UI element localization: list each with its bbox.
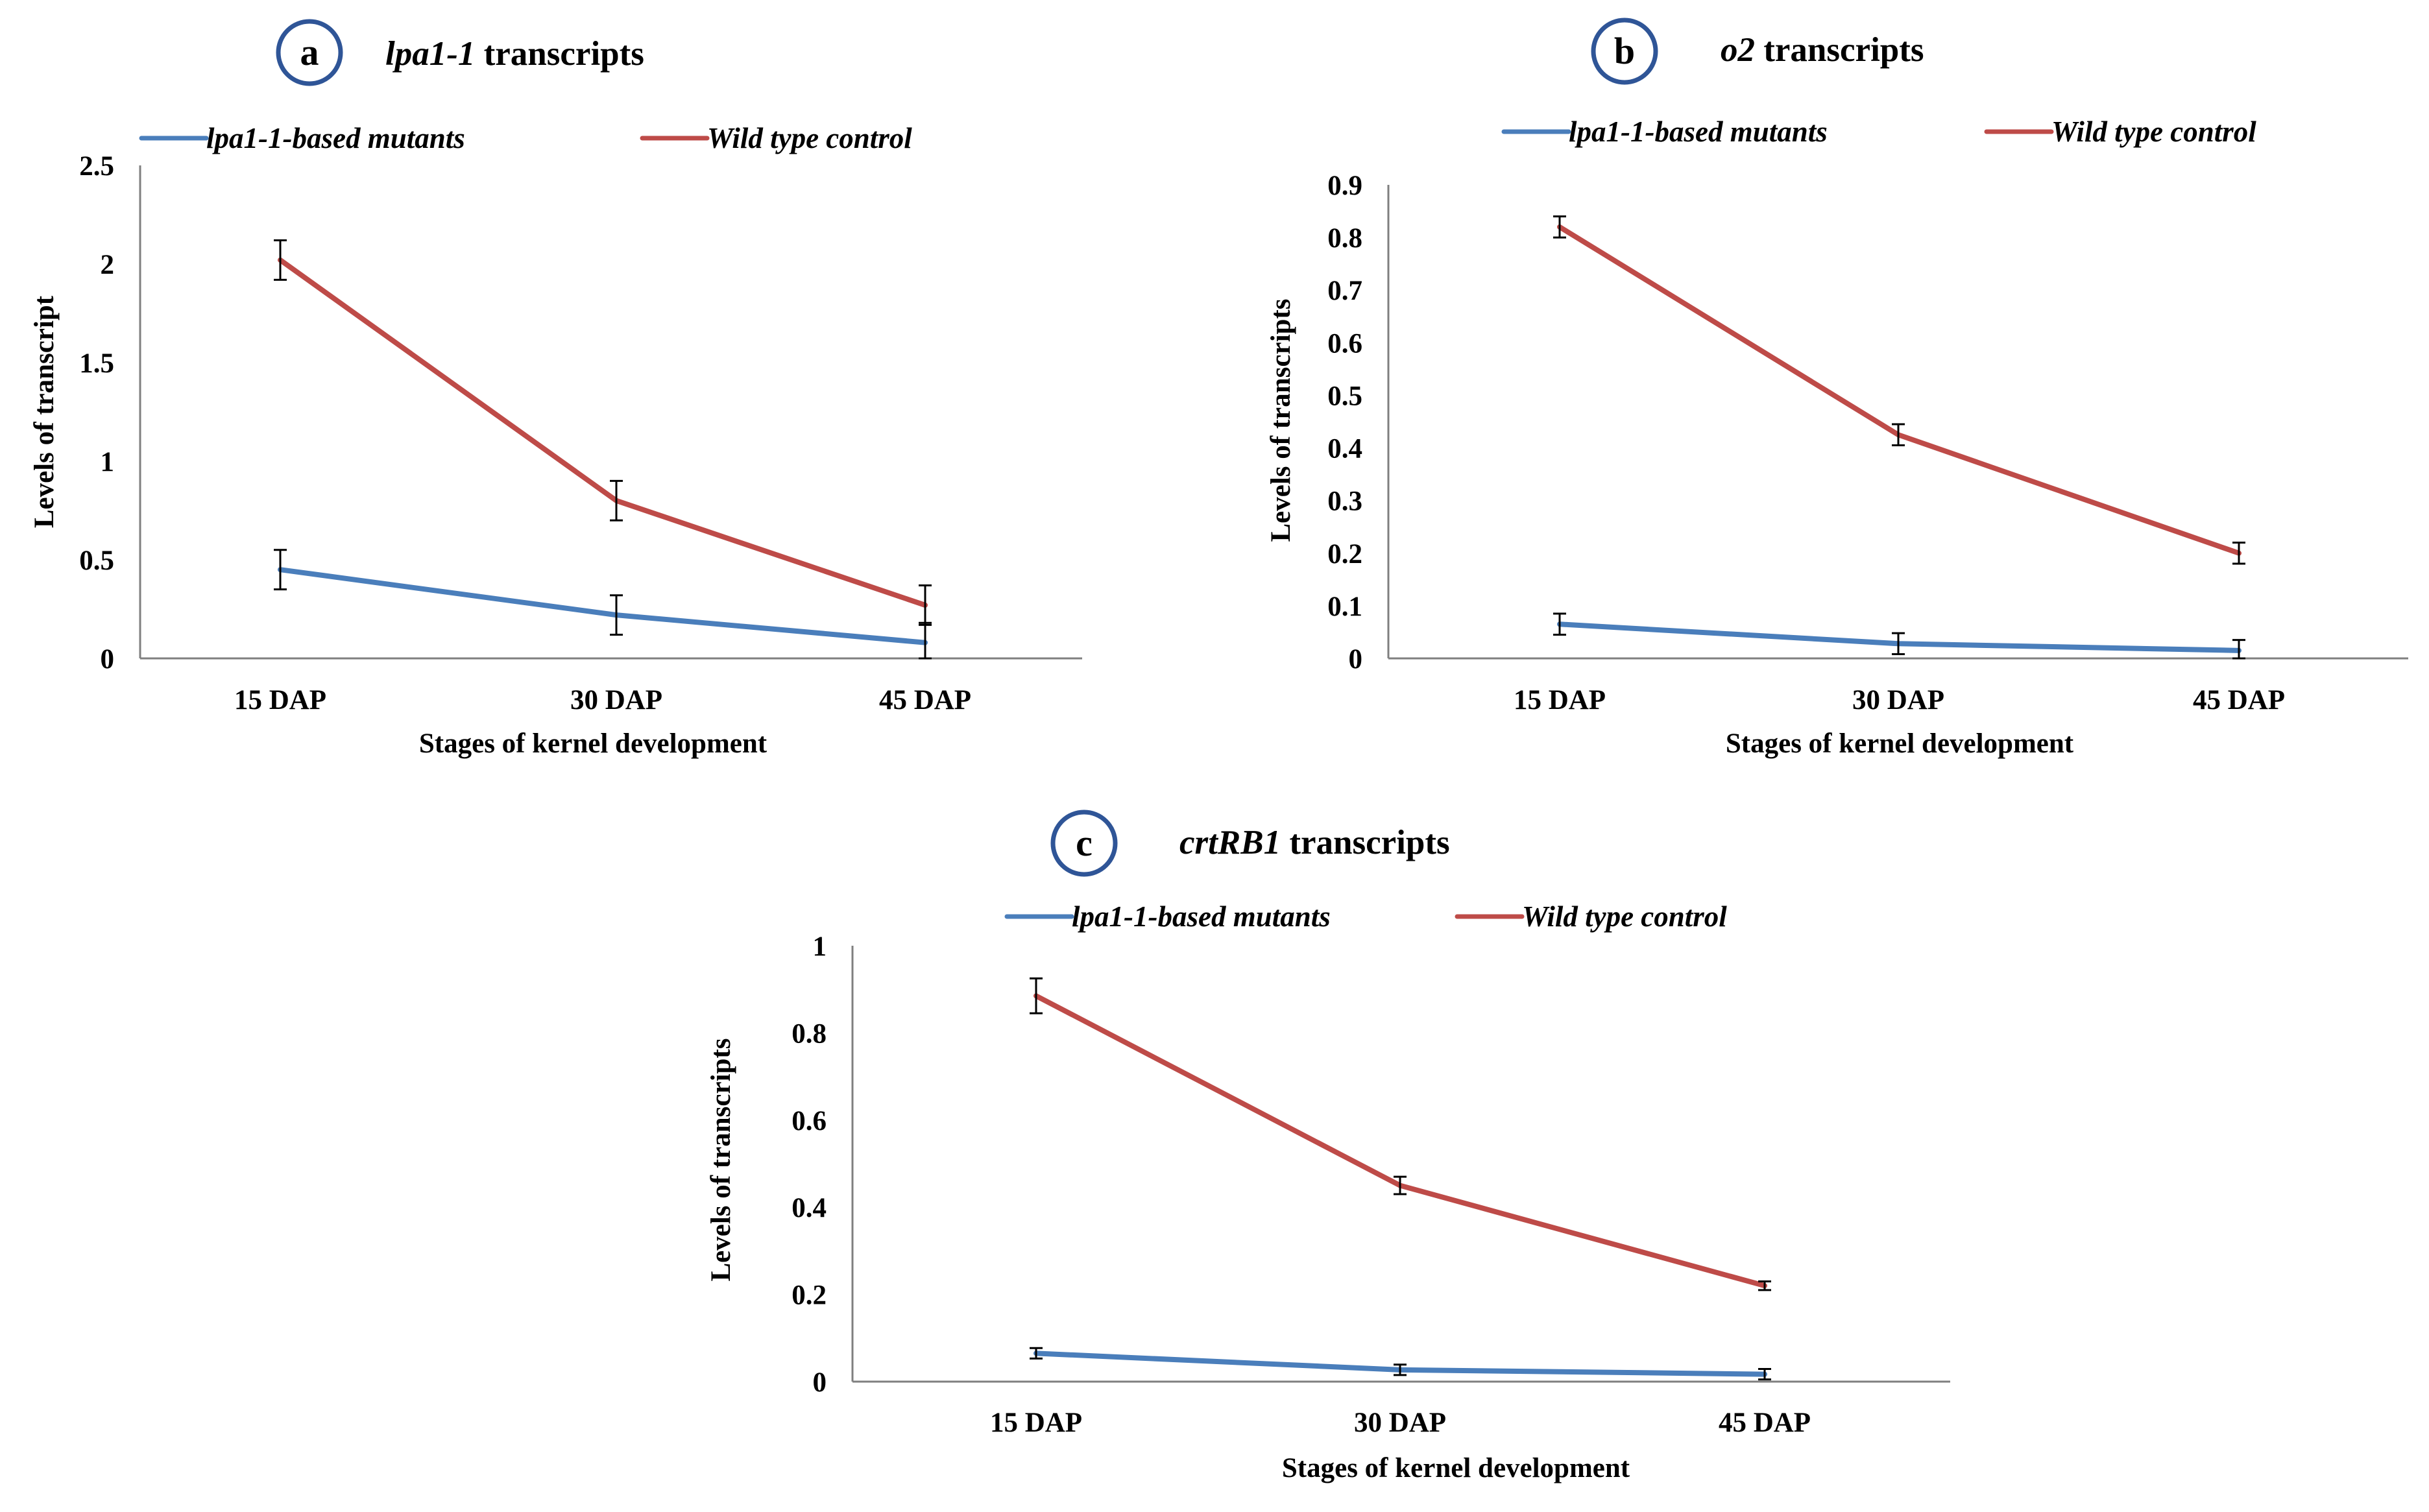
x-axis-label: Stages of kernel development (419, 728, 767, 759)
legend-label: lpa1-1-based mutants (206, 122, 465, 154)
chart-title-rest: transcripts (475, 35, 644, 73)
panel-badge-circle (276, 19, 343, 86)
panel-badge-circle (1591, 18, 1658, 85)
legend-label: Wild type control (2051, 115, 2256, 148)
x-axis-label: Stages of kernel development (1726, 728, 2074, 759)
y-tick-label: 1.5 (79, 348, 114, 379)
y-tick-label: 0.6 (1327, 328, 1362, 359)
y-tick-label: 1 (813, 931, 827, 962)
panel-badge-letter: a (300, 31, 319, 73)
legend-label: lpa1-1-based mutants (1072, 900, 1331, 933)
x-tick-label: 15 DAP (990, 1408, 1082, 1438)
x-tick-label: 30 DAP (1852, 685, 1944, 715)
y-tick-label: 0 (101, 644, 115, 675)
chart-title-gene: o2 (1721, 31, 1755, 69)
y-tick-label: 0.9 (1327, 171, 1362, 201)
series-line (278, 257, 928, 608)
series-line (1033, 993, 1767, 1289)
legend-label: Wild type control (707, 122, 912, 154)
panel-badge-letter: c (1076, 822, 1093, 864)
y-tick-label: 0.6 (792, 1106, 827, 1136)
y-tick-label: 0 (813, 1367, 827, 1398)
y-axis-label: Levels of transcript (29, 295, 60, 528)
x-tick-label: 45 DAP (879, 685, 971, 715)
series-line (1557, 224, 2242, 556)
chart-panel-a: 0 0.5 1 1.5 2 2.5 15 DAP 30 DAP 45 DAP Stages of … (29, 19, 1082, 759)
chart-panel-b: 0 0.1 0.2 0.3 0.4 0.5 0.6 0.7 0.8 0.9 15 DAP 30 DAP… (1266, 18, 2408, 759)
x-tick-label: 15 DAP (1514, 685, 1606, 715)
y-tick-label: 0.5 (1327, 381, 1362, 411)
chart-title: lpa1-1 transcripts (385, 35, 644, 73)
y-tick-label: 0.1 (1327, 592, 1362, 622)
y-axis-label: Levels of transcripts (706, 1038, 736, 1282)
y-tick-label: 0.8 (1327, 223, 1362, 254)
legend-label: lpa1-1-based mutants (1569, 115, 1828, 148)
x-tick-label: 45 DAP (2193, 685, 2285, 715)
x-tick-label: 15 DAP (234, 685, 326, 715)
panel-badge-circle (1050, 810, 1118, 877)
series-line (278, 567, 928, 645)
y-tick-label: 0 (1349, 644, 1363, 675)
x-tick-label: 30 DAP (1354, 1408, 1446, 1438)
chart-title-gene: lpa1-1 (385, 35, 475, 73)
y-tick-label: 0.2 (792, 1280, 827, 1311)
y-axis-label: Levels of transcripts (1266, 299, 1296, 542)
y-tick-label: 0.7 (1327, 276, 1362, 306)
y-tick-label: 2 (101, 250, 115, 280)
chart-title: crtRB1 transcripts (1179, 824, 1450, 861)
y-tick-label: 0.8 (792, 1018, 827, 1049)
chart-panel-c: 0 0.2 0.4 0.6 0.8 1 15 DAP 30 DAP 45 DAP Stages o… (706, 810, 1950, 1483)
chart-title-rest: transcripts (1755, 31, 1924, 69)
error-bar (2232, 639, 2245, 660)
y-tick-label: 0.2 (1327, 539, 1362, 570)
y-tick-label: 0.4 (1327, 434, 1362, 464)
y-tick-label: 0.4 (792, 1193, 827, 1223)
y-tick-label: 0.5 (79, 546, 114, 576)
chart-title-rest: transcripts (1281, 824, 1450, 861)
x-tick-label: 45 DAP (1719, 1408, 1811, 1438)
x-axis-label: Stages of kernel development (1282, 1453, 1630, 1483)
panel-badge-letter: b (1614, 30, 1635, 72)
chart-title: o2 transcripts (1721, 31, 1924, 69)
y-tick-label: 2.5 (79, 151, 114, 182)
chart-title-gene: crtRB1 (1179, 824, 1281, 861)
y-tick-label: 1 (101, 447, 115, 477)
x-tick-label: 30 DAP (570, 685, 662, 715)
y-tick-label: 0.3 (1327, 486, 1362, 517)
legend-label: Wild type control (1522, 900, 1727, 933)
